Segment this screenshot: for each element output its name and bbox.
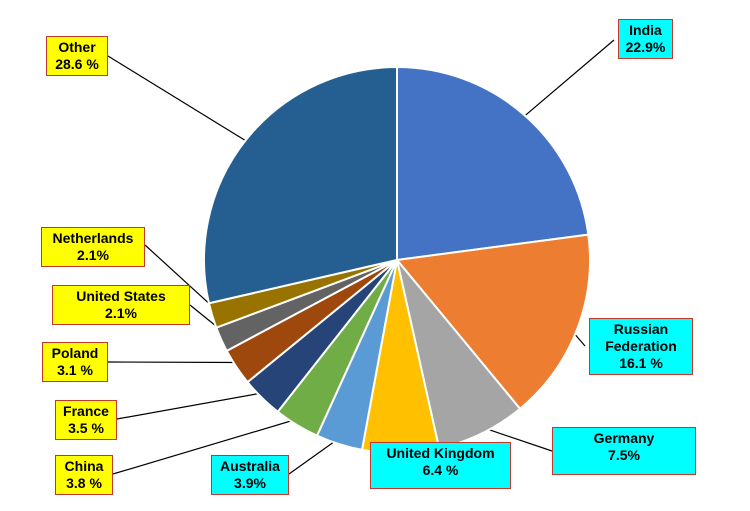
label-china: China 3.8 %: [55, 455, 113, 495]
leader-line-netherlands: [144, 244, 221, 314]
label-russian-federation: Russian Federation 16.1 %: [589, 318, 693, 375]
label-germany: Germany 7.5%: [552, 427, 696, 475]
label-value: 16.1 %: [619, 355, 663, 371]
leader-lines: [107, 39, 615, 475]
label-netherlands: Netherlands 2.1%: [41, 227, 145, 267]
leader-line-france: [116, 391, 268, 420]
label-name: China: [64, 458, 104, 474]
label-france: France 3.5 %: [55, 400, 117, 440]
label-name: Other: [58, 39, 96, 55]
label-name: United States: [76, 288, 166, 304]
label-name: Russian: [613, 321, 669, 337]
label-value: 3.8 %: [66, 475, 102, 491]
leader-line-germany: [478, 425, 553, 452]
label-united-kingdom: United Kingdom 6.4 %: [370, 442, 511, 489]
label-poland: Poland 3.1 %: [42, 342, 108, 382]
label-name: Australia: [220, 458, 280, 474]
leader-line-india: [518, 39, 615, 122]
label-value: 3.1 %: [57, 362, 93, 378]
label-india: India 22.9%: [618, 19, 673, 59]
label-name: Netherlands: [52, 230, 134, 246]
pie-slices: [203, 65, 591, 454]
leader-line-china: [112, 417, 301, 475]
leader-line-other: [107, 55, 253, 146]
label-value: 22.9%: [625, 39, 666, 55]
label-name: France: [63, 403, 109, 419]
label-value: 6.4 %: [422, 462, 459, 478]
label-australia: Australia 3.9%: [211, 455, 289, 495]
slice-other: [203, 65, 398, 305]
label-united-states: United States 2.1%: [52, 285, 190, 325]
label-value: 2.1%: [77, 247, 109, 263]
label-value: 2.1%: [105, 305, 137, 321]
label-name: Germany: [593, 430, 655, 446]
label-name: Poland: [51, 345, 99, 361]
label-name: United Kingdom: [386, 445, 495, 461]
label-value: 3.5 %: [68, 420, 104, 436]
leader-line-poland: [107, 361, 244, 364]
slice-russian-federation: [395, 233, 591, 411]
slice-india: [396, 65, 590, 262]
label-value: 28.6 %: [55, 56, 99, 72]
label-name: Federation: [605, 338, 677, 354]
label-name: India: [629, 22, 662, 38]
label-other: Other 28.6 %: [46, 36, 108, 76]
label-value: 7.5%: [608, 447, 640, 463]
label-value: 3.9%: [234, 475, 266, 491]
